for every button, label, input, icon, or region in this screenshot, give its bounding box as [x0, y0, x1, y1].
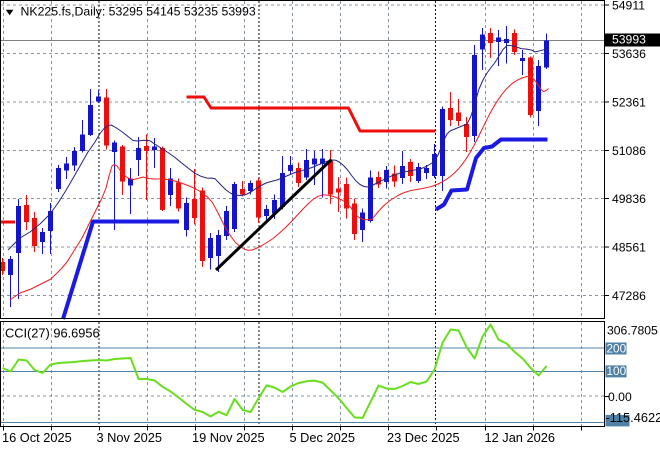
svg-text:200: 200 — [607, 341, 627, 355]
svg-text:52361: 52361 — [612, 95, 646, 109]
svg-text:49836: 49836 — [612, 192, 646, 206]
svg-text:51086: 51086 — [612, 144, 646, 158]
svg-text:19 Nov 2025: 19 Nov 2025 — [192, 430, 265, 445]
svg-text:-115.4622: -115.4622 — [606, 410, 660, 425]
svg-text:53636: 53636 — [612, 47, 646, 61]
svg-text:54911: 54911 — [612, 0, 645, 12]
svg-text:47286: 47286 — [612, 289, 646, 303]
svg-text:12 Jan 2026: 12 Jan 2026 — [485, 430, 555, 445]
svg-text:48561: 48561 — [612, 240, 646, 254]
svg-text:5 Dec 2025: 5 Dec 2025 — [290, 430, 355, 445]
svg-text:53993: 53993 — [612, 33, 646, 47]
svg-text:NK225.fs,Daily: 53295 54145 53: NK225.fs,Daily: 53295 54145 53235 53993 — [21, 4, 256, 18]
svg-text:306.7805: 306.7805 — [607, 323, 658, 337]
svg-text:23 Dec 2025: 23 Dec 2025 — [387, 430, 460, 445]
svg-text:0.00: 0.00 — [608, 390, 632, 404]
svg-text:CCI(27) 96.6956: CCI(27) 96.6956 — [5, 326, 100, 341]
svg-text:100: 100 — [607, 364, 627, 378]
svg-text:3 Nov 2025: 3 Nov 2025 — [97, 430, 162, 445]
svg-text:16 Oct 2025: 16 Oct 2025 — [2, 430, 72, 445]
